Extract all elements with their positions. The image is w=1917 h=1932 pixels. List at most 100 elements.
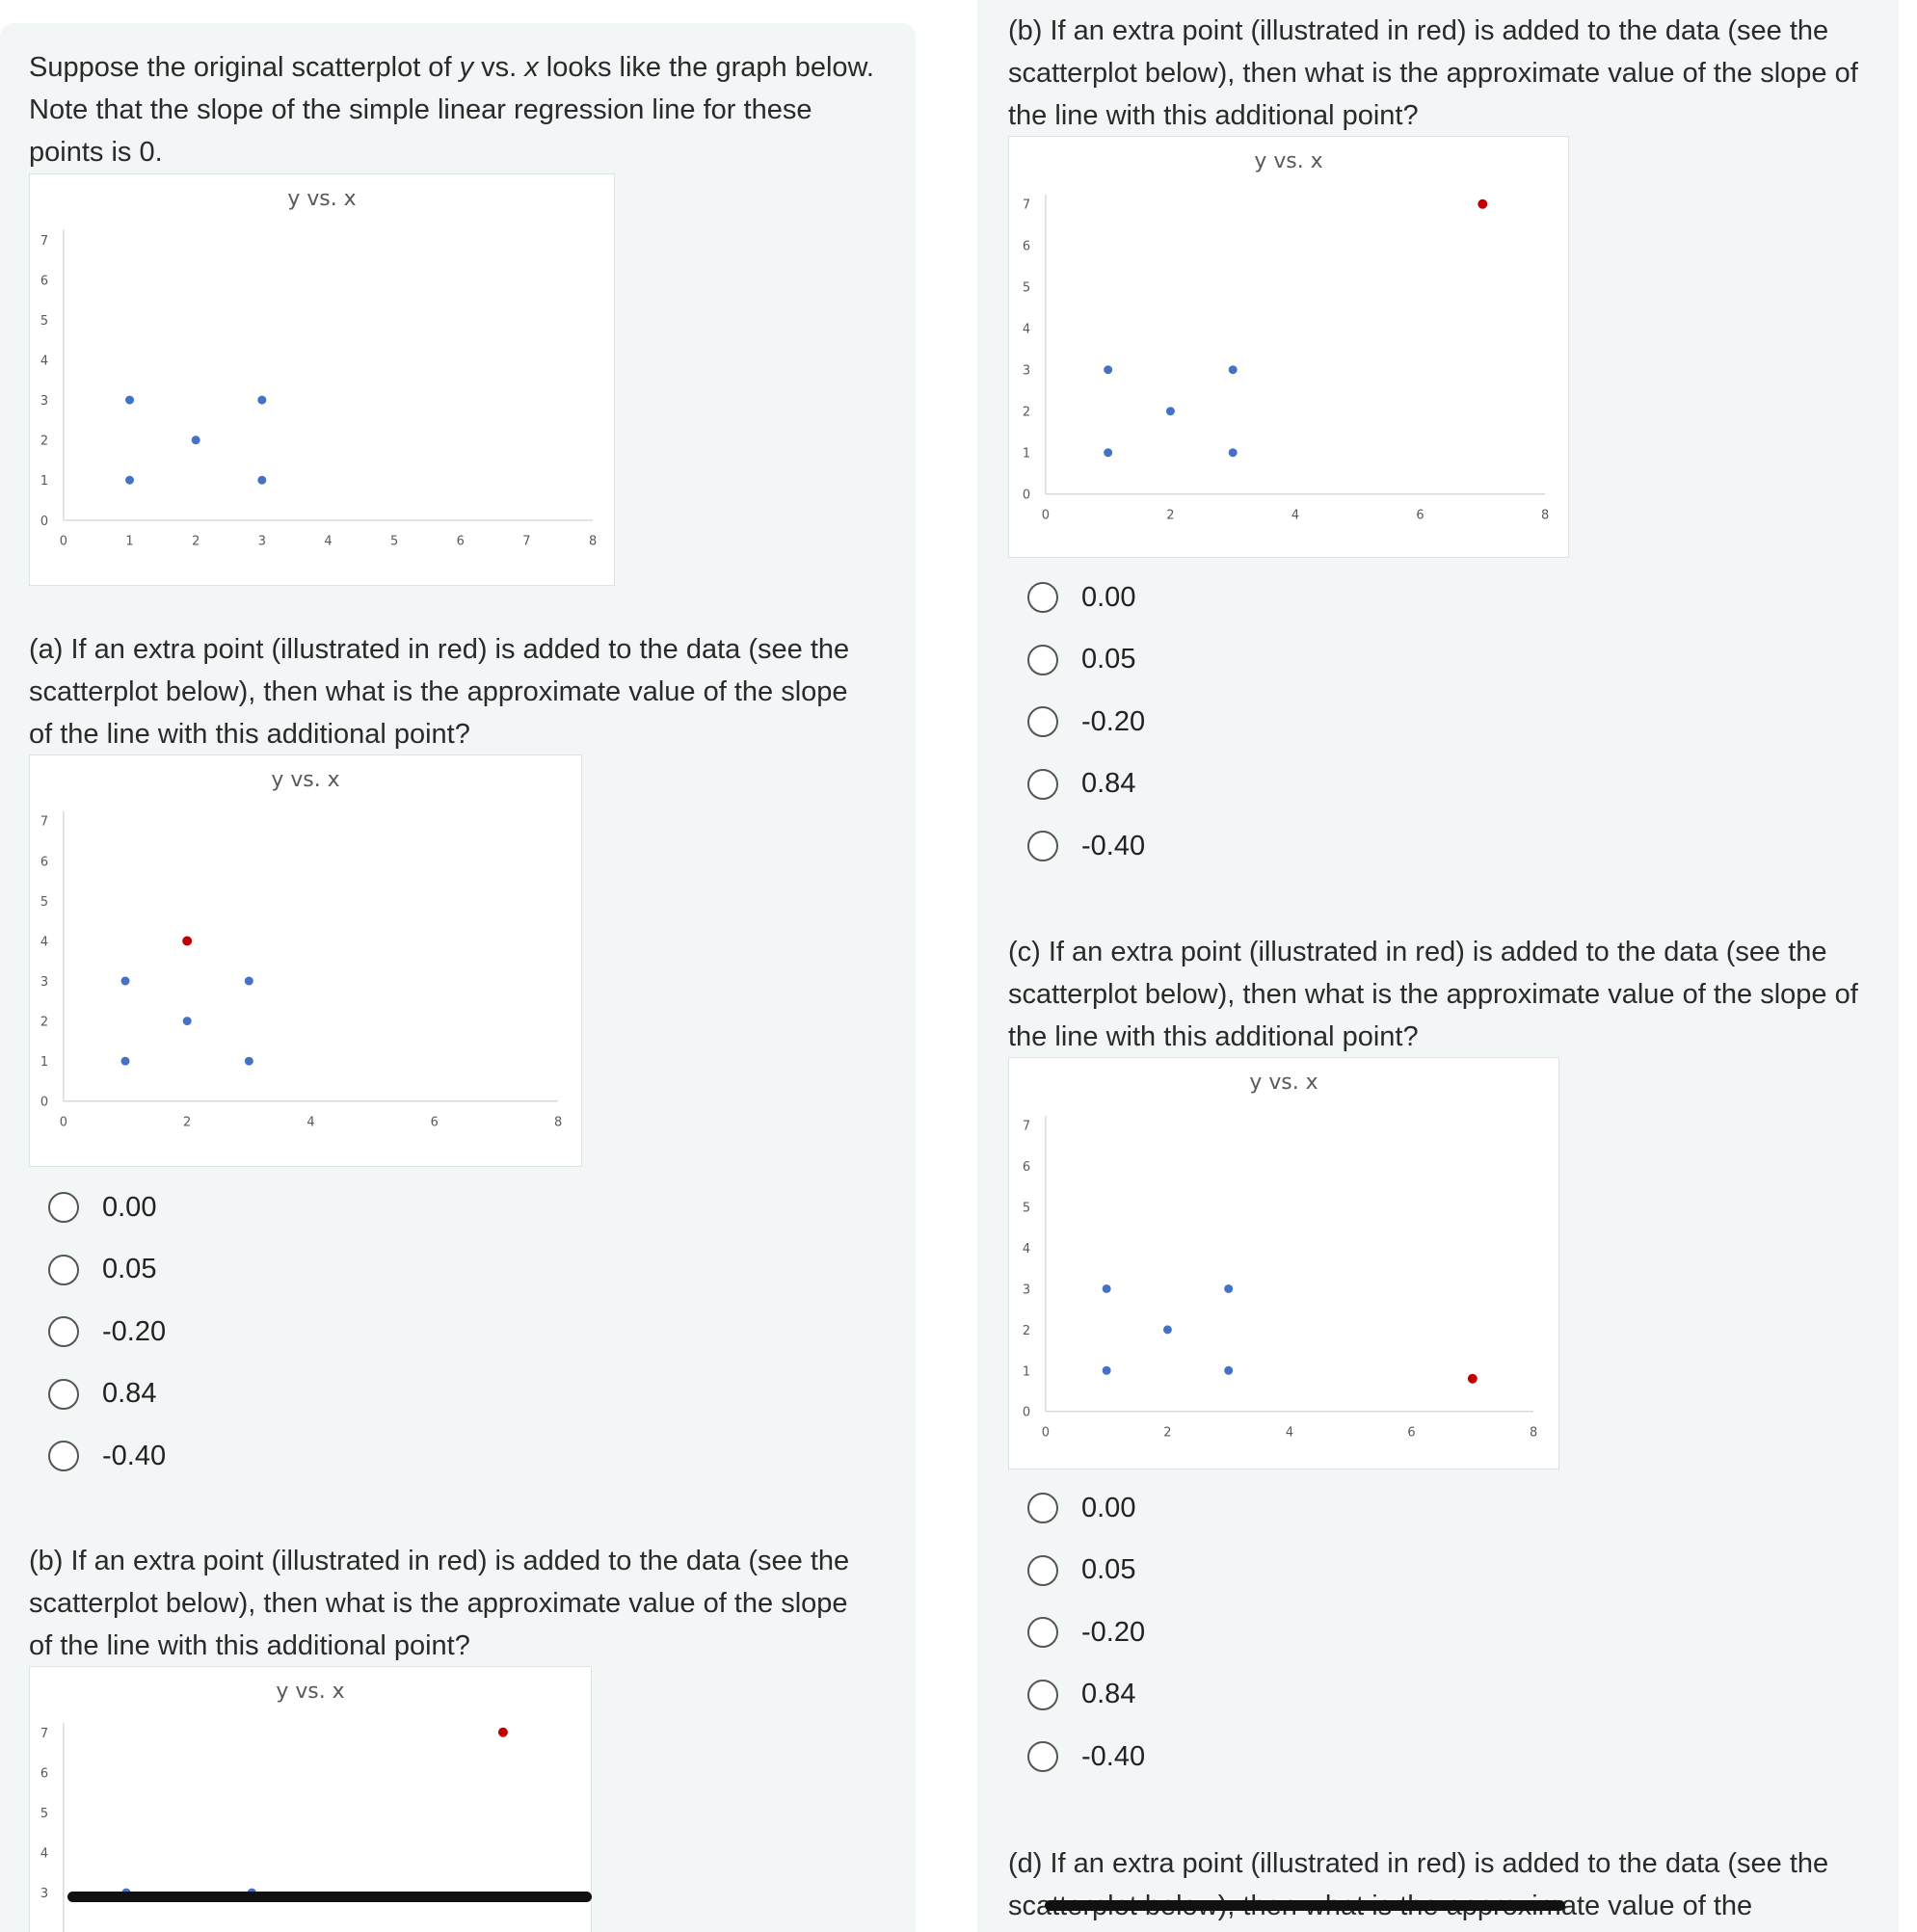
option-b-2[interactable]: -0.20	[1027, 691, 1145, 754]
option-c-4[interactable]: -0.40	[1027, 1726, 1145, 1788]
data-point	[1102, 1284, 1111, 1293]
option-label: -0.40	[1081, 830, 1146, 861]
radio-button[interactable]	[1027, 1741, 1058, 1773]
option-b-0[interactable]: 0.00	[1027, 567, 1145, 629]
x-tick-label: 6	[1416, 509, 1424, 523]
question-c-text: (c) If an extra point (illustrated in re…	[1008, 937, 1858, 1052]
data-point	[120, 1056, 130, 1066]
x-tick-label: 5	[390, 535, 398, 549]
radio-button[interactable]	[48, 1441, 79, 1472]
data-point	[191, 436, 200, 445]
y-tick-label: 6	[40, 855, 48, 869]
data-point	[257, 395, 267, 405]
y-tick-label: 2	[1023, 406, 1030, 420]
y-tick-label: 0	[40, 1096, 48, 1110]
option-a-2[interactable]: -0.20	[48, 1301, 166, 1363]
radio-button[interactable]	[48, 1316, 79, 1348]
data-point	[244, 1056, 253, 1066]
y-tick-label: 4	[40, 935, 48, 949]
option-c-3[interactable]: 0.84	[1027, 1664, 1145, 1727]
x-tick-label: 8	[1530, 1426, 1537, 1441]
option-label: -0.20	[102, 1315, 167, 1347]
option-b-1[interactable]: 0.05	[1027, 629, 1145, 692]
chart-b-left: y vs. x 3 4 5 6 7	[29, 1666, 592, 1932]
data-point	[1224, 1365, 1234, 1375]
question-b-text-left: (b) If an extra point (illustrated in re…	[29, 1546, 850, 1661]
y-tick-label: 4	[40, 1846, 48, 1861]
extra-point	[497, 1727, 508, 1737]
x-tick-label: 1	[125, 535, 133, 549]
option-label: 0.05	[1081, 644, 1136, 675]
radio-button[interactable]	[1027, 1617, 1058, 1649]
chart-a: y vs. x 0 1 2 3 4 5 6 7 0 2 4 6 8	[29, 754, 582, 1167]
chart-original-svg: y vs. x 0 1 2 3 4 5 6 7 0 1 2 3 4 5 6 7 8	[40, 187, 597, 549]
y-tick-label: 2	[1023, 1324, 1030, 1338]
data-point	[1228, 448, 1238, 458]
data-point	[1224, 1284, 1234, 1293]
redaction-bar-left	[67, 1892, 592, 1902]
chart-b-left-svg: y vs. x 3 4 5 6 7	[40, 1680, 508, 1932]
y-tick-label: 0	[40, 515, 48, 529]
option-label: -0.20	[1081, 1616, 1146, 1648]
chart-title: y vs. x	[287, 187, 356, 211]
data-point	[257, 475, 267, 485]
y-tick-label: 5	[40, 895, 48, 910]
option-a-0[interactable]: 0.00	[48, 1177, 166, 1239]
question-a-text: (a) If an extra point (illustrated in re…	[29, 634, 850, 750]
chart-b-svg: y vs. x 0 1 2 3 4 5 6 7 0 2 4 6 8	[1023, 149, 1549, 523]
y-tick-label: 6	[40, 1766, 48, 1781]
y-tick-label: 6	[1023, 240, 1030, 254]
option-c-2[interactable]: -0.20	[1027, 1601, 1145, 1664]
data-point	[1162, 1325, 1172, 1335]
y-tick-label: 4	[1023, 1242, 1030, 1257]
y-tick-label: 7	[1023, 1120, 1030, 1134]
option-a-4[interactable]: -0.40	[48, 1425, 166, 1488]
option-b-4[interactable]: -0.40	[1027, 815, 1145, 878]
y-tick-label: 1	[1023, 1364, 1030, 1379]
option-label: -0.40	[1081, 1740, 1146, 1772]
radio-button[interactable]	[1027, 1493, 1058, 1524]
x-tick-label: 0	[60, 1116, 67, 1130]
option-label: 0.84	[102, 1378, 157, 1410]
chart-title: y vs. x	[271, 768, 339, 792]
radio-button[interactable]	[1027, 1679, 1058, 1710]
radio-button[interactable]	[48, 1254, 79, 1285]
y-tick-label: 3	[1023, 1283, 1030, 1297]
redaction-bar-right	[1045, 1900, 1565, 1911]
option-c-1[interactable]: 0.05	[1027, 1540, 1145, 1602]
radio-button[interactable]	[1027, 1554, 1058, 1586]
y-tick-label: 1	[40, 474, 48, 489]
option-label: -0.40	[102, 1440, 167, 1471]
radio-button[interactable]	[48, 1378, 79, 1410]
chart-title: y vs. x	[1249, 1071, 1318, 1095]
options-a: 0.00 0.05 -0.20 0.84 -0.40	[48, 1177, 166, 1488]
y-tick-label: 1	[40, 1055, 48, 1070]
option-a-1[interactable]: 0.05	[48, 1239, 166, 1302]
x-tick-label: 4	[1291, 509, 1299, 523]
x-tick-label: 6	[431, 1116, 439, 1130]
radio-button[interactable]	[1027, 831, 1058, 862]
option-b-3[interactable]: 0.84	[1027, 754, 1145, 816]
question-b-text: (b) If an extra point (illustrated in re…	[1008, 15, 1858, 131]
option-c-0[interactable]: 0.00	[1027, 1477, 1145, 1540]
x-tick-label: 6	[457, 535, 465, 549]
y-tick-label: 2	[40, 1016, 48, 1030]
options-c: 0.00 0.05 -0.20 0.84 -0.40	[1027, 1477, 1145, 1788]
data-point	[182, 1017, 192, 1026]
radio-button[interactable]	[48, 1192, 79, 1224]
y-tick-label: 7	[40, 815, 48, 830]
extra-point	[1478, 198, 1488, 209]
x-tick-label: 8	[554, 1116, 562, 1130]
x-tick-label: 2	[192, 535, 200, 549]
radio-button[interactable]	[1027, 582, 1058, 614]
radio-button[interactable]	[1027, 706, 1058, 738]
radio-button[interactable]	[1027, 644, 1058, 675]
y-tick-label: 5	[40, 314, 48, 329]
chart-c: y vs. x 0 1 2 3 4 5 6 7 0 2 4 6 8	[1008, 1057, 1559, 1469]
y-tick-label: 3	[1023, 364, 1030, 379]
option-a-3[interactable]: 0.84	[48, 1363, 166, 1426]
radio-button[interactable]	[1027, 768, 1058, 800]
x-tick-label: 0	[60, 535, 67, 549]
intro-text: Suppose the original scatterplot of y vs…	[29, 52, 874, 168]
y-tick-label: 0	[1023, 1406, 1030, 1420]
